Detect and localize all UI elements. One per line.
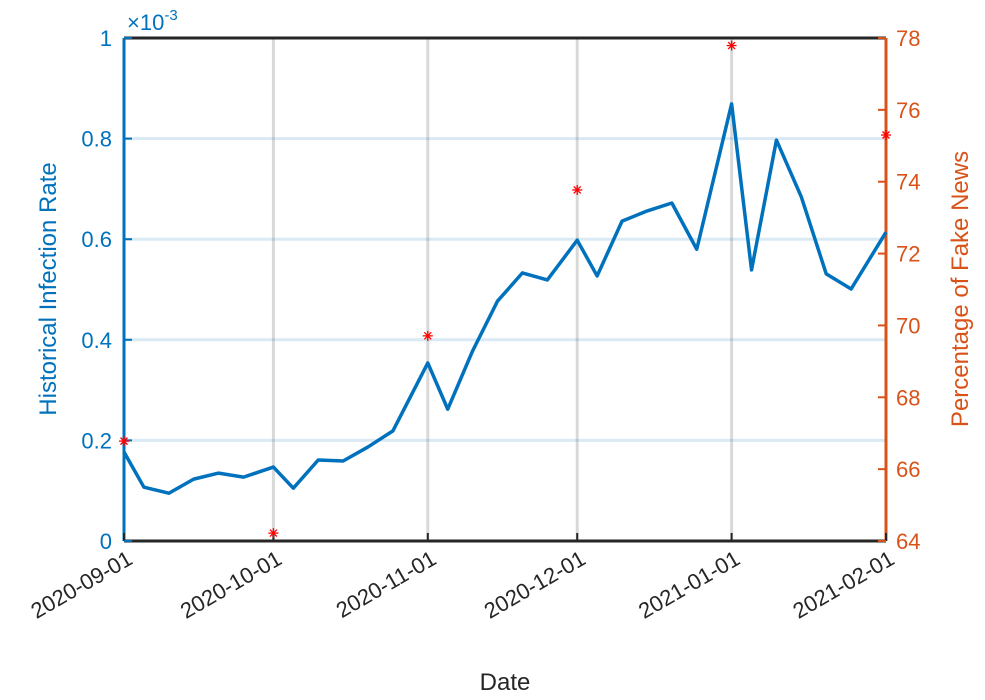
star-stroke [120,437,128,446]
x-tick-label: 2020-09-01 [27,546,137,624]
star-stroke [727,41,736,50]
multiplier-exponent: -3 [164,7,177,24]
y2-tick-label: 72 [896,242,920,267]
star-marker [268,528,279,539]
y2-tick-label: 70 [896,313,920,338]
x-tick-label: 2020-11-01 [332,546,441,623]
line-series [122,102,888,495]
y2-tick-label: 66 [896,457,920,482]
x-tick-label: 2021-02-01 [789,546,899,624]
x-tick-label: 2020-10-01 [176,546,286,624]
star-stroke [423,331,432,340]
y-axis-label: Historical Infection Rate [35,162,62,415]
y-tick-label: 0.8 [81,127,112,152]
multiplier-base: ×10 [127,10,164,35]
star-marker [881,130,891,141]
y-tick-label: 1 [100,26,112,51]
y2-tick-label: 74 [896,170,920,195]
x-axis-label: Date [480,669,531,695]
star-marker [422,330,433,341]
y-tick-label: 0.2 [81,428,112,453]
y2-tick-label: 64 [896,529,920,554]
y-tick-label: 0.4 [81,328,112,353]
y2-tick-label: 76 [896,98,920,123]
star-stroke [269,529,278,538]
x-tick-label: 2020-12-01 [480,546,590,624]
y-tick-label: 0.6 [81,227,112,252]
y2-tick-label: 68 [896,385,920,410]
star-marker [572,184,583,195]
star-stroke [882,131,890,139]
star-stroke [573,186,582,194]
star-marker [726,40,737,51]
y-multiplier: ×10-3 [127,7,178,35]
x-tick-label: 2021-01-01 [634,546,744,624]
y2-axis-label: Percentage of Fake News [947,151,974,427]
y2-tick-label: 78 [896,26,920,51]
y-tick-label: 0 [100,529,112,554]
star-marker [119,436,129,447]
